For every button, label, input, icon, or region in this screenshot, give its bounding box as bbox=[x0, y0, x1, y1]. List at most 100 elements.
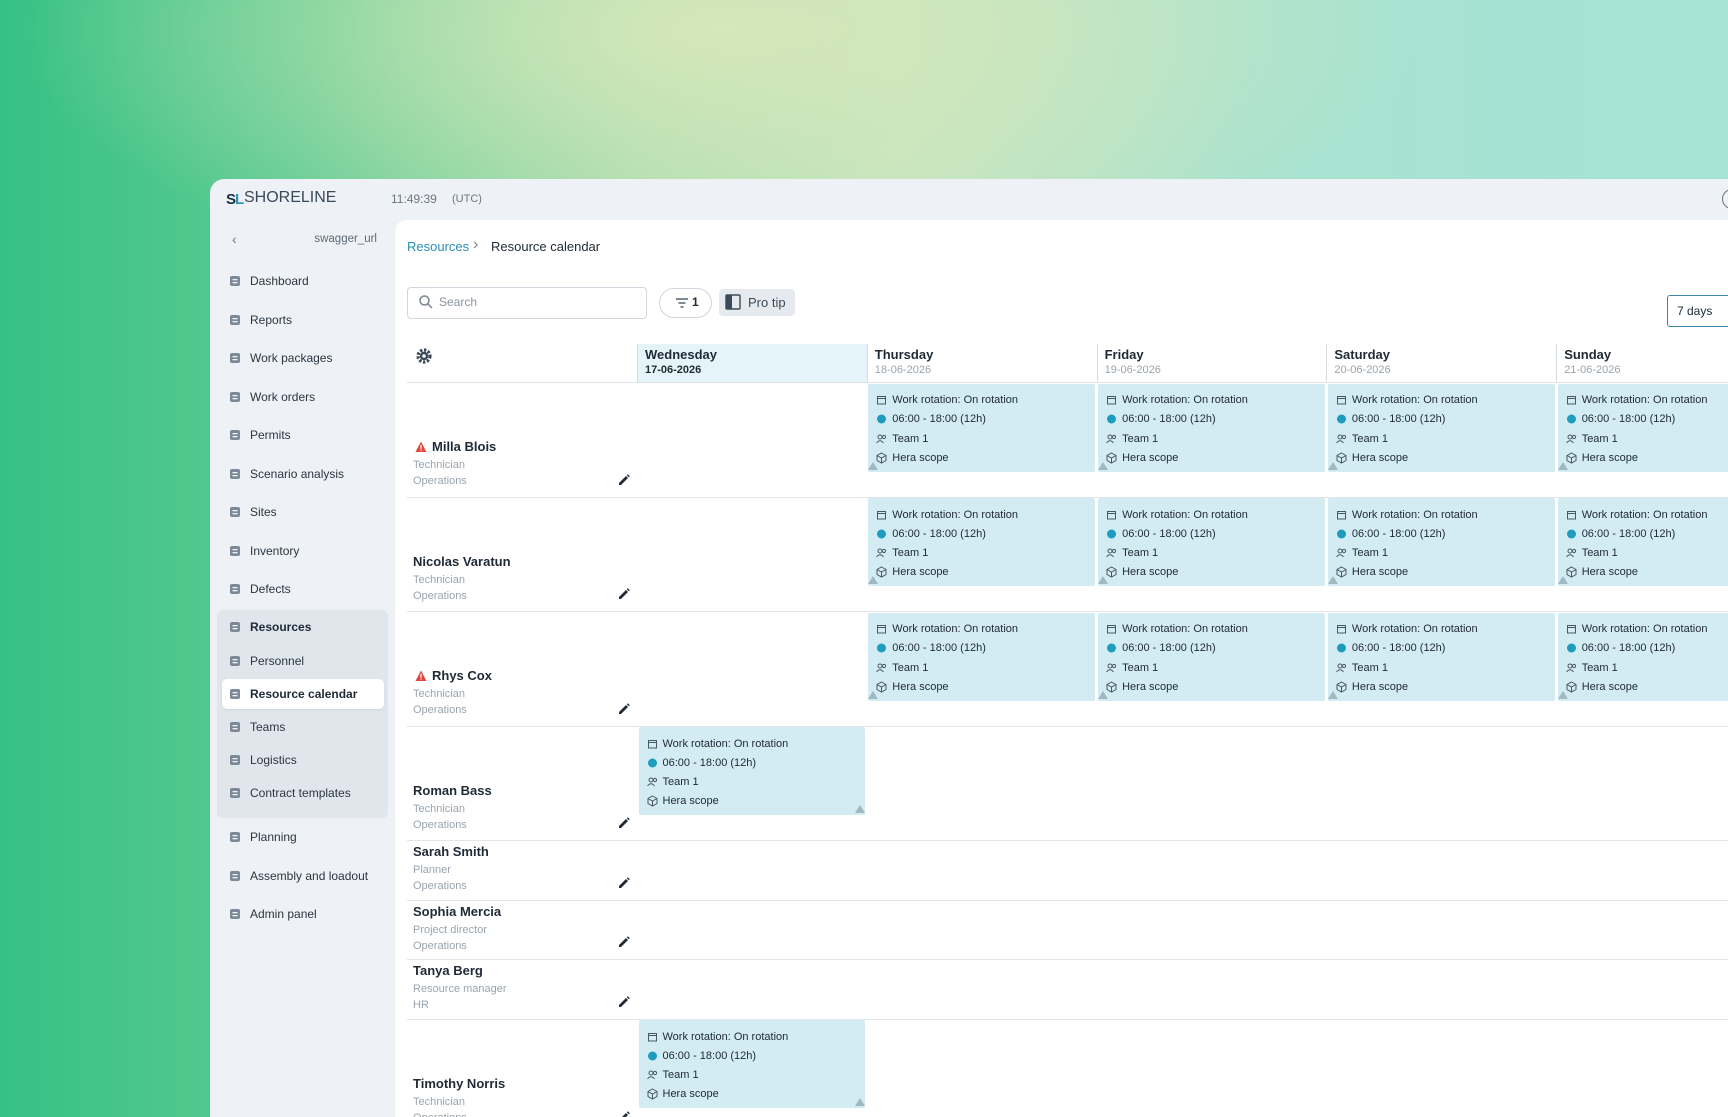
range-select[interactable] bbox=[1667, 295, 1728, 327]
nav-item[interactable]: Defects bbox=[250, 582, 291, 597]
shift-time: 06:00 - 18:00 (12h) bbox=[892, 527, 986, 540]
shift-card[interactable] bbox=[1327, 498, 1555, 587]
settings-icon[interactable] bbox=[414, 346, 434, 366]
shift-time: 06:00 - 18:00 (12h) bbox=[1122, 642, 1216, 655]
shift-time: 06:00 - 18:00 (12h) bbox=[892, 642, 986, 655]
card-icon-glyph bbox=[647, 739, 657, 749]
card-icon-glyph bbox=[1107, 510, 1117, 520]
nav-icon bbox=[229, 314, 241, 326]
nav-icon bbox=[229, 352, 241, 364]
person-department: Operations bbox=[413, 1112, 467, 1117]
nav-subitem[interactable]: Personnel bbox=[250, 654, 305, 668]
edit-button[interactable] bbox=[617, 876, 631, 890]
nav-icon-glyph bbox=[230, 507, 240, 518]
edit-button[interactable] bbox=[617, 995, 631, 1009]
card-icon-glyph bbox=[1565, 548, 1576, 558]
nav-item[interactable]: Assembly and loadout bbox=[250, 868, 369, 883]
card-icon bbox=[1106, 566, 1118, 578]
card-icon bbox=[647, 738, 659, 750]
nav-icon bbox=[229, 391, 241, 403]
shift-card[interactable] bbox=[638, 727, 866, 816]
nav-item[interactable]: Inventory bbox=[250, 543, 300, 558]
nav-icon bbox=[229, 831, 241, 843]
person-department: Operations bbox=[413, 818, 467, 831]
card-icon bbox=[1336, 413, 1348, 425]
edit-button[interactable] bbox=[617, 587, 631, 601]
edit-button[interactable] bbox=[617, 702, 631, 716]
person-name[interactable]: Nicolas Varatun bbox=[413, 553, 511, 569]
shift-team: Team 1 bbox=[1122, 661, 1159, 674]
person-name[interactable]: Tanya Berg bbox=[413, 963, 483, 979]
nav-icon bbox=[229, 787, 241, 799]
nav-group-label[interactable]: Resources bbox=[250, 620, 312, 634]
search-box[interactable] bbox=[407, 287, 647, 319]
person-name[interactable]: Sarah Smith bbox=[413, 844, 489, 860]
shift-card[interactable] bbox=[1557, 498, 1728, 587]
shift-rotation: Work rotation: On rotation bbox=[892, 508, 1019, 521]
card-icon bbox=[1106, 413, 1118, 425]
day-name: Thursday bbox=[874, 347, 934, 362]
person-role: Technician bbox=[413, 573, 465, 586]
nav-icon bbox=[229, 721, 241, 733]
card-icon-glyph bbox=[1565, 434, 1576, 443]
nav-item[interactable]: Work packages bbox=[250, 351, 333, 366]
nav-subitem[interactable]: Teams bbox=[250, 720, 286, 734]
timezone: (UTC) bbox=[452, 193, 482, 205]
nav-item[interactable]: Scenario analysis bbox=[250, 466, 345, 481]
nav-item[interactable]: Reports bbox=[250, 312, 293, 327]
row-divider bbox=[407, 611, 1728, 613]
nav-subitem[interactable]: Logistics bbox=[250, 753, 297, 767]
back-button[interactable]: ‹ bbox=[232, 231, 237, 247]
shift-card[interactable] bbox=[868, 612, 1096, 701]
person-department: Operations bbox=[413, 880, 467, 893]
card-icon bbox=[647, 757, 659, 769]
nav-item[interactable]: Dashboard bbox=[250, 274, 309, 288]
person-name[interactable]: Timothy Norris bbox=[413, 1075, 506, 1091]
person-department: Operations bbox=[413, 704, 467, 717]
shift-card[interactable] bbox=[1098, 612, 1325, 701]
breadcrumb-link[interactable]: Resources bbox=[407, 239, 470, 254]
edit-button[interactable] bbox=[617, 816, 631, 830]
shift-card[interactable] bbox=[1327, 612, 1555, 701]
nav-item[interactable]: Work orders bbox=[250, 389, 316, 404]
shift-card[interactable] bbox=[868, 383, 1096, 472]
pro-tip-label: Pro tip bbox=[748, 295, 786, 310]
nav-item[interactable]: Admin panel bbox=[250, 907, 317, 922]
card-icon-glyph bbox=[1106, 681, 1117, 693]
nav-icon bbox=[229, 506, 241, 518]
shift-time: 06:00 - 18:00 (12h) bbox=[662, 756, 757, 769]
card-icon bbox=[1336, 509, 1348, 521]
card-icon-glyph bbox=[1336, 625, 1346, 634]
shift-time: 06:00 - 18:00 (12h) bbox=[1122, 413, 1216, 425]
shift-card[interactable] bbox=[1557, 383, 1728, 472]
nav-item[interactable]: Sites bbox=[250, 505, 277, 520]
warning-icon-glyph bbox=[415, 441, 427, 452]
shift-card[interactable] bbox=[1557, 612, 1728, 701]
edit-button-glyph bbox=[621, 1110, 630, 1117]
card-icon-glyph bbox=[877, 510, 887, 520]
shift-card[interactable] bbox=[1327, 383, 1555, 472]
person-name[interactable]: Roman Bass bbox=[413, 782, 492, 798]
card-icon bbox=[1565, 662, 1578, 674]
shift-team: Team 1 bbox=[892, 661, 929, 674]
shift-time: 06:00 - 18:00 (12h) bbox=[1581, 527, 1676, 540]
person-name[interactable]: Milla Blois bbox=[432, 439, 497, 454]
person-name[interactable]: Sophia Mercia bbox=[413, 903, 502, 919]
shift-card[interactable] bbox=[1098, 498, 1325, 587]
nav-item[interactable]: Permits bbox=[250, 428, 291, 443]
shift-card[interactable] bbox=[1098, 383, 1325, 472]
nav-icon-glyph bbox=[230, 656, 240, 666]
nav-subitem[interactable]: Contract templates bbox=[250, 786, 351, 800]
edit-button[interactable] bbox=[617, 473, 631, 487]
shift-card[interactable] bbox=[868, 498, 1096, 587]
shift-card[interactable] bbox=[638, 1020, 866, 1109]
edit-button[interactable] bbox=[617, 935, 631, 949]
edit-button[interactable] bbox=[617, 1110, 631, 1117]
card-icon-glyph bbox=[1565, 663, 1576, 673]
nav-subitem[interactable]: Resource calendar bbox=[250, 687, 358, 701]
nav-item[interactable]: Planning bbox=[250, 830, 297, 844]
card-icon-glyph bbox=[1336, 681, 1347, 693]
card-icon-glyph bbox=[877, 643, 887, 653]
shift-scope: Hera scope bbox=[662, 795, 719, 808]
person-name[interactable]: Rhys Cox bbox=[432, 668, 492, 684]
